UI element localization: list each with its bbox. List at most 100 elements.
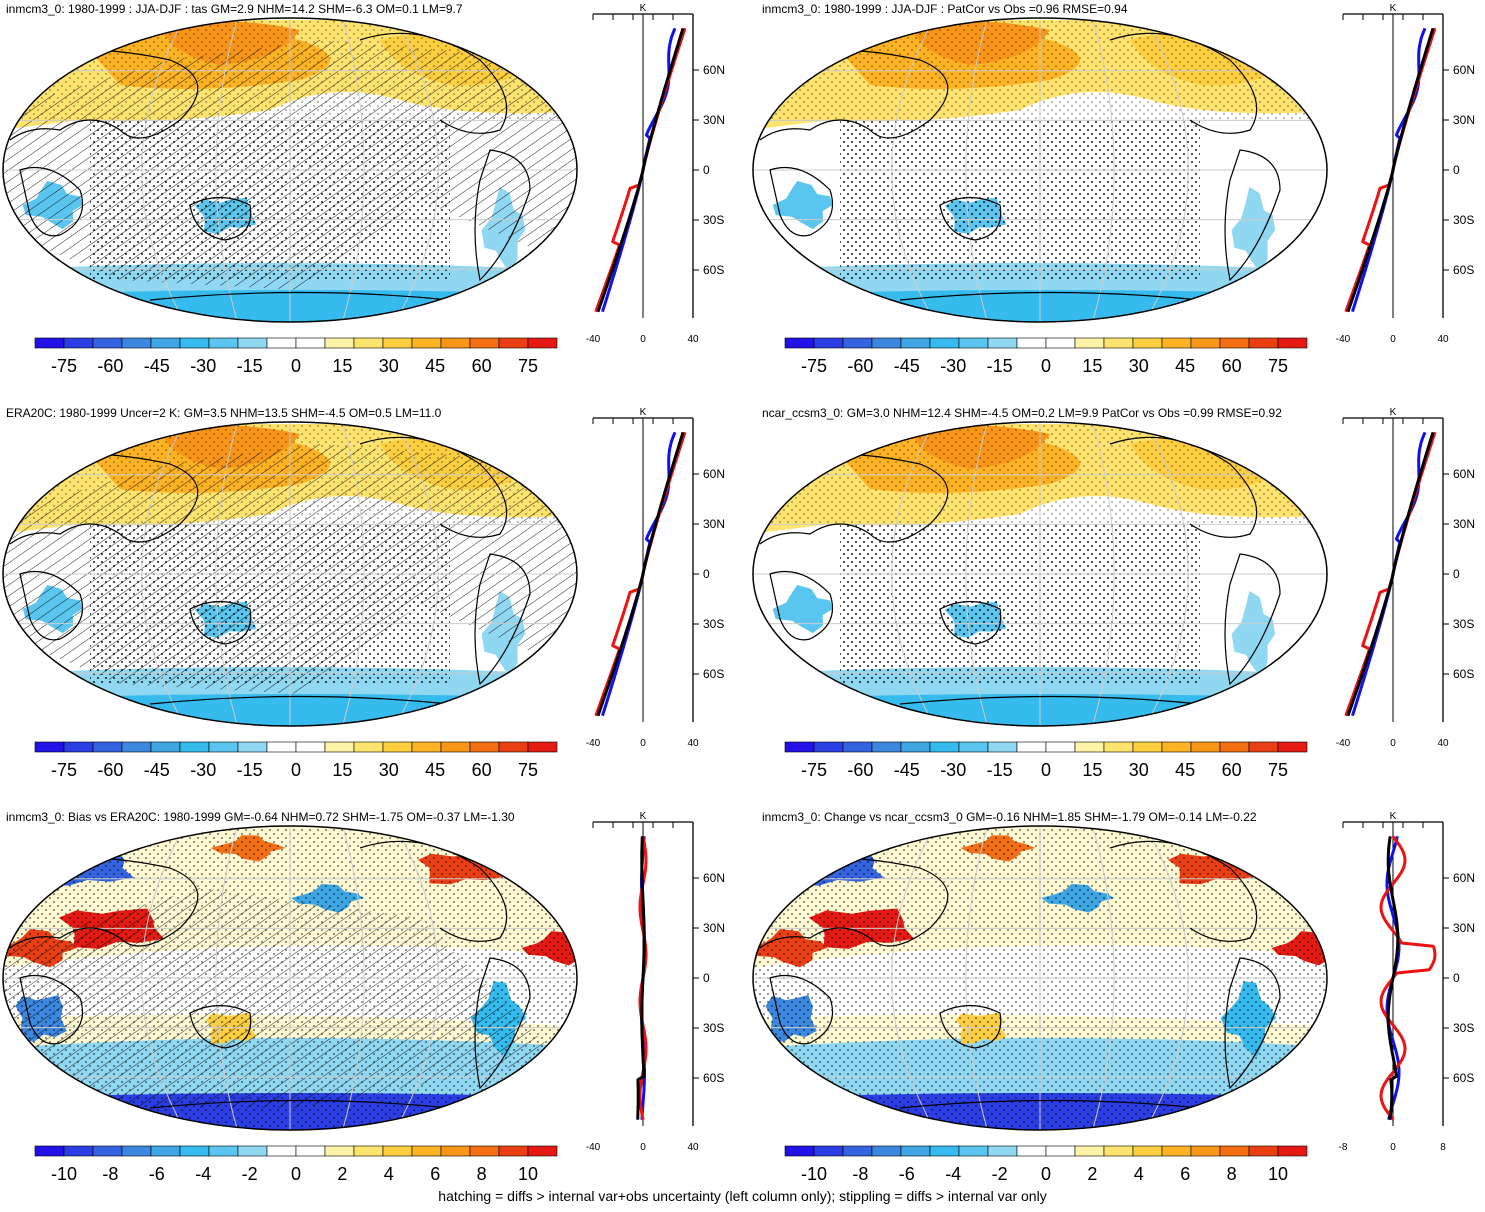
colorbar-label: 30 [379, 356, 399, 376]
colorbar-swatch [121, 337, 152, 349]
colorbar-label: -75 [801, 760, 827, 780]
colorbar-label: 60 [1222, 356, 1242, 376]
colorbar-swatch [63, 1145, 94, 1157]
colorbar-swatch [498, 337, 529, 349]
colorbar-swatch [266, 337, 297, 349]
panel-title: inmcm3_0: 1980-1999 : JJA-DJF : PatCor v… [762, 2, 1128, 16]
colorbar-swatch [440, 1145, 471, 1157]
colorbar-swatch [179, 337, 210, 349]
colorbar-swatch [237, 741, 268, 753]
colorbar-swatch [121, 741, 152, 753]
colorbar-swatch [237, 337, 268, 349]
profile-lat-label: 30S [703, 617, 724, 631]
colorbar-swatch [208, 337, 239, 349]
colorbar-label: -15 [987, 356, 1013, 376]
colorbar-label: 30 [379, 760, 399, 780]
colorbar-swatch [150, 1145, 181, 1157]
profile-xtick-label: 8 [1440, 1142, 1446, 1153]
colorbar-label: 60 [472, 356, 492, 376]
profile-xtick-label: 40 [1437, 334, 1449, 345]
colorbar-label: -30 [940, 760, 966, 780]
colorbar-swatch [469, 741, 500, 753]
colorbar-label: 45 [1175, 356, 1195, 376]
colorbar-label: 10 [1268, 1164, 1288, 1184]
profile-xtick-label: 0 [640, 334, 646, 345]
profile-lat-label: 60N [703, 63, 725, 77]
profile-lat-label: 0 [1453, 163, 1460, 177]
profile-lat-label: 60N [1453, 467, 1475, 481]
profile-lat-label: 0 [1453, 971, 1460, 985]
profile-line-black [1346, 27, 1435, 313]
colorbar-swatch [1103, 741, 1134, 753]
colorbar-label: 75 [518, 356, 538, 376]
colorbar-swatch [1161, 741, 1192, 753]
panel-title: inmcm3_0: Bias vs ERA20C: 1980-1999 GM=-… [6, 810, 515, 824]
panel-title: inmcm3_0: 1980-1999 : JJA-DJF : tas GM=2… [6, 2, 463, 16]
colorbar-label: -10 [801, 1164, 827, 1184]
colorbar-swatch [498, 1145, 529, 1157]
profile-lat-label: 60S [703, 667, 724, 681]
profile-lat-label: 0 [703, 163, 710, 177]
colorbar-swatch [1074, 741, 1105, 753]
colorbar-swatch [324, 1145, 355, 1157]
profile-xtick-label: -40 [1336, 738, 1351, 749]
colorbar-swatch [266, 1145, 297, 1157]
colorbar-label: 75 [518, 760, 538, 780]
colorbar-swatch [324, 337, 355, 349]
colorbar-swatch [63, 337, 94, 349]
panel-p5: inmcm3_0: Bias vs ERA20C: 1980-1999 GM=-… [0, 808, 740, 1208]
panel-p2: inmcm3_0: 1980-1999 : JJA-DJF : PatCor v… [750, 0, 1485, 400]
colorbar: -75 -60 -45 -30 -15 0 15 30 45 60 75 [34, 337, 558, 376]
profile-xtick-label: -8 [1339, 1142, 1348, 1153]
colorbar-label: 45 [1175, 760, 1195, 780]
colorbar-label: 30 [1129, 760, 1149, 780]
profile-lat-label: 60N [703, 871, 725, 885]
colorbar-label: 10 [518, 1164, 538, 1184]
panel-graphics: -10 -8 -6 -4 -2 0 2 4 6 8 10 K -8 0 8 60N 30N 0 30S 60S [752, 811, 1475, 1184]
colorbar-swatch [900, 1145, 931, 1157]
colorbar-swatch [527, 741, 558, 753]
panel-title: ncar_ccsm3_0: GM=3.0 NHM=12.4 SHM=-4.5 O… [762, 406, 1282, 420]
colorbar-label: -75 [51, 356, 77, 376]
colorbar-swatch [929, 741, 960, 753]
profile-xtick-label: 40 [687, 334, 699, 345]
colorbar-label: -45 [144, 356, 170, 376]
panel-title: inmcm3_0: Change vs ncar_ccsm3_0 GM=-0.1… [762, 810, 1257, 824]
colorbar: -10 -8 -6 -4 -2 0 2 4 6 8 10 [34, 1145, 558, 1184]
colorbar-swatch [842, 741, 873, 753]
profile-xtick-label: 0 [1390, 738, 1396, 749]
colorbar-label: 45 [425, 356, 445, 376]
profile-xtick-label: -40 [586, 334, 601, 345]
colorbar-label: -60 [847, 356, 873, 376]
colorbar-swatch [295, 741, 326, 753]
colorbar-label: 30 [1129, 356, 1149, 376]
colorbar-swatch [1103, 337, 1134, 349]
colorbar-label: -30 [940, 356, 966, 376]
colorbar-label: 60 [472, 760, 492, 780]
profile-unit-label: K [640, 3, 647, 14]
colorbar-label: 6 [1180, 1164, 1190, 1184]
colorbar-swatch [353, 337, 384, 349]
panel-graphics: -75 -60 -45 -30 -15 0 15 30 45 60 75 K -40 0 40 60N 30N 0… [752, 3, 1475, 376]
profile-lat-label: 0 [703, 567, 710, 581]
colorbar-swatch [179, 1145, 210, 1157]
profile-lat-label: 30S [1453, 617, 1474, 631]
colorbar-label: 4 [384, 1164, 394, 1184]
profile-xtick-label: -40 [586, 738, 601, 749]
colorbar-swatch [1248, 337, 1279, 349]
colorbar-swatch [1248, 1145, 1279, 1157]
profile-lat-label: 60S [1453, 667, 1474, 681]
colorbar-swatch [958, 337, 989, 349]
colorbar-swatch [987, 337, 1018, 349]
colorbar-swatch [150, 337, 181, 349]
colorbar-label: -75 [51, 760, 77, 780]
colorbar-swatch [1016, 741, 1047, 753]
colorbar-label: -75 [801, 356, 827, 376]
colorbar-label: -45 [894, 760, 920, 780]
colorbar-label: -4 [195, 1164, 211, 1184]
colorbar-swatch [842, 1145, 873, 1157]
profile-xtick-label: 0 [1390, 334, 1396, 345]
colorbar-label: 0 [1041, 356, 1051, 376]
colorbar-swatch [324, 741, 355, 753]
profile-xtick-label: 0 [640, 1142, 646, 1153]
